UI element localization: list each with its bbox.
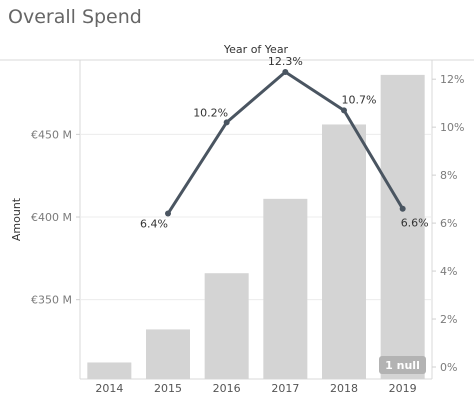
y-right-tick-label: 8% — [440, 169, 457, 182]
null-indicator-badge[interactable] — [379, 356, 426, 374]
yoy-data-label: 10.7% — [342, 93, 377, 106]
null-indicator-label: 1 null — [385, 359, 420, 372]
yoy-point-2015[interactable] — [165, 210, 171, 217]
bar-2018[interactable] — [322, 124, 366, 379]
x-tick-label: 2014 — [95, 382, 123, 395]
y-right-tick-label: 12% — [440, 73, 464, 86]
yoy-point-2017[interactable] — [282, 68, 289, 75]
yoy-point-2019[interactable] — [399, 205, 406, 212]
yoy-point-2016[interactable] — [223, 119, 230, 126]
yoy-data-label: 6.6% — [401, 217, 429, 230]
x-tick-label: 2017 — [271, 382, 299, 395]
bar-2016[interactable] — [204, 273, 249, 379]
x-tick-label: 2019 — [389, 382, 417, 395]
y-left-tick-label: €400 M — [31, 211, 72, 224]
yoy-data-label: 10.2% — [193, 106, 228, 119]
x-tick-label: 2018 — [330, 382, 358, 395]
y-right-tick-label: 0% — [440, 361, 457, 374]
bar-2017[interactable] — [263, 198, 308, 379]
yoy-data-label: 12.3% — [268, 55, 303, 68]
yoy-data-label: 6.4% — [140, 218, 168, 231]
y-left-tick-label: €350 M — [31, 294, 72, 307]
bar-2015[interactable] — [146, 329, 190, 379]
chart-subtitle: Year of Year — [223, 43, 289, 56]
y-axis-title: Amount — [10, 197, 23, 241]
yoy-point-2018[interactable] — [341, 107, 347, 114]
page-title: Overall Spend — [8, 6, 142, 28]
bar-2019[interactable] — [380, 74, 425, 380]
y-right-tick-label: 2% — [440, 313, 457, 326]
y-right-tick-label: 6% — [440, 217, 457, 230]
y-left-tick-label: €450 M — [31, 128, 72, 141]
y-right-tick-label: 4% — [440, 265, 457, 278]
x-tick-label: 2015 — [154, 382, 182, 395]
bar-2014[interactable] — [87, 362, 132, 379]
x-tick-label: 2016 — [213, 382, 241, 395]
y-right-tick-label: 10% — [440, 121, 464, 134]
